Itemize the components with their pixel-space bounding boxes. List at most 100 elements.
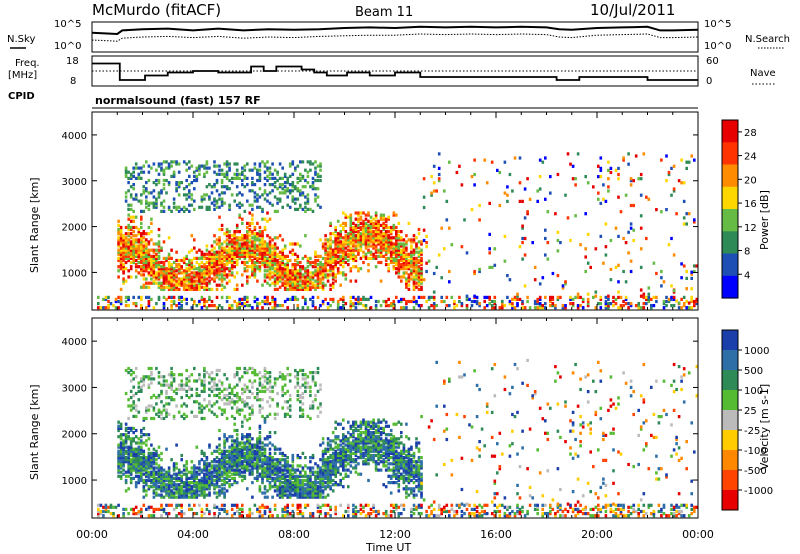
heatmap-cell: [205, 185, 209, 189]
heatmap-cell: [336, 483, 340, 487]
heatmap-cell: [177, 487, 181, 491]
heatmap-cell: [359, 215, 363, 219]
heatmap-cell: [203, 297, 206, 301]
heatmap-cell: [642, 302, 646, 306]
heatmap-cell: [241, 248, 244, 252]
heatmap-cell: [190, 267, 194, 271]
heatmap-cell: [152, 453, 156, 458]
heatmap-cell: [258, 176, 262, 180]
heatmap-cell: [410, 277, 413, 281]
heatmap-cell: [127, 453, 130, 458]
heatmap-cell: [117, 449, 120, 453]
heatmap-cell: [349, 269, 353, 273]
heatmap-cell: [233, 172, 236, 176]
heatmap-cell: [119, 250, 123, 254]
heatmap-cell: [266, 456, 269, 460]
heatmap-cell: [629, 183, 633, 187]
heatmap-cell: [281, 269, 284, 273]
heatmap-cell: [225, 466, 229, 470]
heatmap-cell: [347, 252, 350, 256]
heatmap-cell: [129, 437, 133, 441]
heatmap-cell: [208, 481, 211, 485]
heatmap-cell: [258, 439, 262, 443]
heatmap-cell: [119, 246, 123, 250]
heatmap-cell: [251, 267, 254, 271]
heatmap-cell: [342, 433, 345, 437]
heatmap-cell: [405, 285, 408, 289]
heatmap-cell: [167, 295, 171, 299]
heatmap-cell: [213, 203, 216, 207]
heatmap-cell: [301, 466, 305, 470]
heatmap-cell: [223, 246, 226, 250]
heatmap-cell: [223, 466, 226, 470]
heatmap-cell: [157, 256, 161, 260]
heatmap-cell: [405, 246, 408, 250]
heatmap-cell: [342, 242, 345, 246]
heatmap-cell: [251, 189, 254, 193]
heatmap-cell: [288, 478, 292, 483]
heatmap-cell: [369, 295, 373, 299]
heatmap-cell: [347, 458, 350, 462]
heatmap-cell: [205, 456, 209, 460]
heatmap-cell: [311, 183, 315, 187]
heatmap-cell: [172, 302, 176, 306]
heatmap-cell: [233, 287, 236, 291]
heatmap-cell: [185, 495, 188, 499]
heatmap-cell: [256, 256, 259, 260]
heatmap-cell: [432, 164, 436, 168]
heatmap-cell: [647, 197, 651, 201]
heatmap-cell: [410, 263, 413, 267]
heatmap-cell: [165, 472, 168, 476]
heatmap-cell: [124, 435, 128, 439]
heatmap-cell: [281, 252, 284, 256]
heatmap-cell: [263, 170, 267, 174]
heatmap-cell: [248, 275, 252, 279]
heatmap-cell: [137, 172, 141, 176]
heatmap-cell: [147, 242, 151, 246]
heatmap-cell: [129, 248, 133, 252]
heatmap-cell: [119, 474, 123, 478]
heatmap-cell: [278, 483, 282, 487]
heatmap-cell: [634, 304, 638, 308]
heatmap-cell: [369, 250, 373, 254]
heatmap-cell: [223, 458, 226, 462]
heatmap-cell: [546, 257, 550, 261]
heatmap-cell: [203, 302, 206, 306]
heatmap-cell: [193, 238, 196, 242]
heatmap-cell: [331, 265, 335, 269]
heatmap-cell: [296, 277, 300, 281]
heatmap-cell: [225, 252, 229, 256]
heatmap-cell: [162, 476, 166, 480]
heatmap-cell: [261, 462, 264, 466]
heatmap-cell: [299, 485, 302, 489]
heatmap-cell: [412, 271, 416, 275]
heatmap-cell: [134, 275, 138, 279]
heatmap-cell: [117, 252, 120, 256]
heatmap-cell: [170, 299, 173, 304]
heatmap-cell: [246, 221, 249, 225]
heatmap-cell: [266, 160, 269, 164]
heatmap-cell: [215, 476, 219, 480]
heatmap-cell: [569, 162, 572, 166]
heatmap-cell: [291, 460, 295, 464]
heatmap-cell: [357, 267, 360, 271]
heatmap-cell: [203, 485, 206, 489]
heatmap-cell: [162, 260, 166, 265]
heatmap-cell: [225, 256, 229, 260]
heatmap-cell: [299, 491, 302, 495]
heatmap-cell: [339, 250, 342, 254]
heatmap-cell: [268, 258, 272, 263]
colorbar-swatch: [722, 209, 738, 232]
heatmap-cell: [220, 227, 224, 232]
heatmap-cell: [569, 295, 572, 299]
heatmap-cell: [306, 279, 310, 283]
heatmap-cell: [493, 299, 497, 304]
heatmap-cell: [134, 449, 138, 453]
heatmap-cell: [132, 254, 135, 258]
heatmap-cell: [283, 283, 287, 287]
heatmap-cell: [412, 281, 416, 285]
heatmap-cell: [321, 242, 325, 246]
heatmap-cell: [215, 258, 219, 263]
heatmap-cell: [334, 483, 337, 487]
heatmap-cell: [188, 285, 191, 289]
